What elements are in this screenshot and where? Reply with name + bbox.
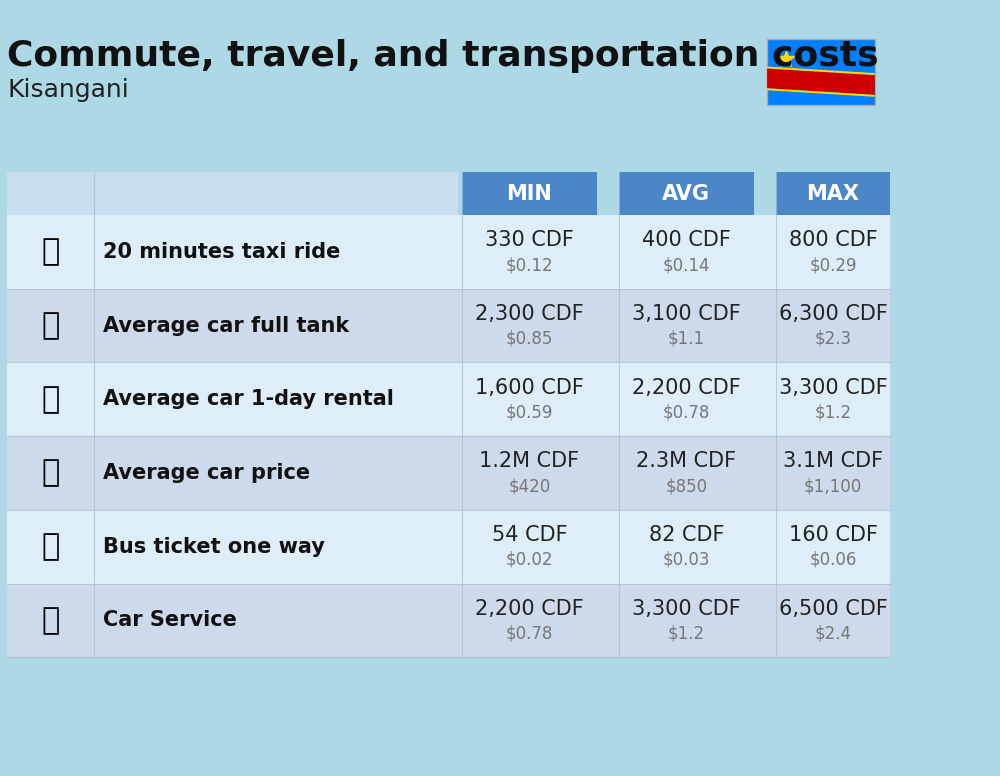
FancyBboxPatch shape [7,436,94,510]
Text: $1.1: $1.1 [668,330,705,348]
Text: 2,200 CDF: 2,200 CDF [475,599,584,618]
Text: 🚙: 🚙 [42,385,60,414]
FancyBboxPatch shape [462,172,597,215]
Text: Commute, travel, and transportation costs: Commute, travel, and transportation cost… [7,39,879,73]
FancyBboxPatch shape [7,362,890,436]
Text: 1,600 CDF: 1,600 CDF [475,378,584,397]
Polygon shape [767,68,875,95]
Text: $1.2: $1.2 [814,404,852,421]
Text: $0.12: $0.12 [506,256,553,274]
Text: Bus ticket one way: Bus ticket one way [103,537,325,556]
Text: $0.85: $0.85 [506,330,553,348]
FancyBboxPatch shape [7,436,890,510]
Text: 330 CDF: 330 CDF [485,230,574,250]
Text: $0.14: $0.14 [663,256,710,274]
Text: 2.3M CDF: 2.3M CDF [636,452,736,471]
Text: $1.2: $1.2 [668,625,705,643]
Text: $0.02: $0.02 [506,551,553,569]
Text: $2.4: $2.4 [815,625,852,643]
Text: 2,200 CDF: 2,200 CDF [632,378,741,397]
Text: $420: $420 [508,477,550,495]
FancyBboxPatch shape [7,584,94,657]
FancyBboxPatch shape [7,362,94,436]
Text: Average car full tank: Average car full tank [103,316,349,335]
Text: 🚌: 🚌 [42,532,60,561]
Text: $0.78: $0.78 [663,404,710,421]
Text: 82 CDF: 82 CDF [649,525,724,545]
Text: Average car price: Average car price [103,463,310,483]
Text: $0.59: $0.59 [506,404,553,421]
FancyBboxPatch shape [7,510,890,584]
Text: 160 CDF: 160 CDF [789,525,878,545]
FancyBboxPatch shape [7,584,890,657]
Text: $850: $850 [665,477,707,495]
Text: AVG: AVG [662,184,710,203]
Text: $0.06: $0.06 [809,551,857,569]
Text: 🚗: 🚗 [42,459,60,487]
Text: ⛽: ⛽ [42,311,60,340]
Text: Kisangani: Kisangani [7,78,129,102]
Text: MIN: MIN [506,184,552,203]
Text: 3,300 CDF: 3,300 CDF [779,378,887,397]
Text: 🔧: 🔧 [42,606,60,635]
FancyBboxPatch shape [7,172,458,215]
Text: $0.29: $0.29 [809,256,857,274]
FancyBboxPatch shape [7,215,94,289]
Polygon shape [767,67,875,75]
Text: 1.2M CDF: 1.2M CDF [479,452,579,471]
Text: 6,500 CDF: 6,500 CDF [779,599,887,618]
Text: $0.03: $0.03 [663,551,710,569]
FancyBboxPatch shape [776,172,890,215]
Text: 400 CDF: 400 CDF [642,230,731,250]
FancyBboxPatch shape [7,510,94,584]
FancyBboxPatch shape [7,215,890,289]
Text: Average car 1-day rental: Average car 1-day rental [103,390,394,409]
FancyBboxPatch shape [619,172,754,215]
Text: 20 minutes taxi ride: 20 minutes taxi ride [103,242,341,262]
FancyBboxPatch shape [7,289,94,362]
Text: 2,300 CDF: 2,300 CDF [475,304,584,324]
Text: 54 CDF: 54 CDF [492,525,567,545]
Text: 6,300 CDF: 6,300 CDF [779,304,887,324]
Text: 800 CDF: 800 CDF [789,230,877,250]
Text: 3.1M CDF: 3.1M CDF [783,452,883,471]
Text: 🚕: 🚕 [42,237,60,266]
Text: Car Service: Car Service [103,611,237,630]
Text: $2.3: $2.3 [814,330,852,348]
Text: $0.78: $0.78 [506,625,553,643]
Text: $1,100: $1,100 [804,477,862,495]
Text: 3,100 CDF: 3,100 CDF [632,304,741,324]
FancyBboxPatch shape [7,289,890,362]
Text: MAX: MAX [807,184,860,203]
Polygon shape [767,88,875,97]
Text: 3,300 CDF: 3,300 CDF [632,599,741,618]
FancyBboxPatch shape [767,39,875,105]
